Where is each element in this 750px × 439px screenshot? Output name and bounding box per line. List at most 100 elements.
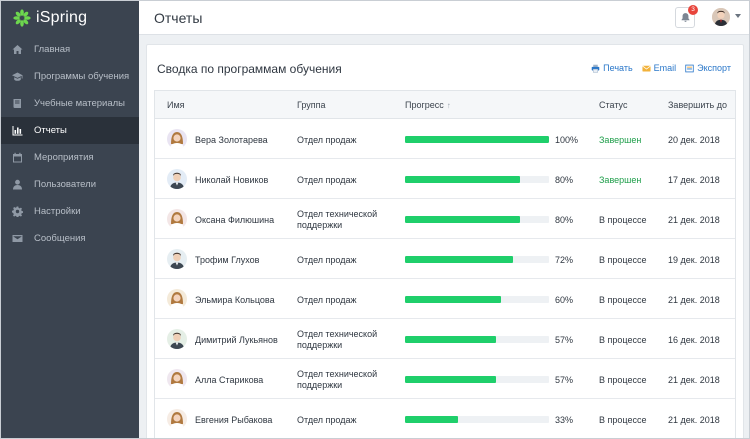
progress-bar bbox=[405, 216, 549, 223]
status-badge: В процессе bbox=[599, 255, 647, 265]
learner-name[interactable]: Эльмира Кольцова bbox=[195, 295, 275, 305]
graduation-cap-icon bbox=[12, 71, 23, 82]
sidebar-item-label: Настройки bbox=[34, 206, 81, 217]
page-title: Отчеты bbox=[154, 10, 203, 26]
sidebar-item-book[interactable]: Учебные материалы bbox=[1, 90, 139, 117]
gear-icon bbox=[12, 206, 23, 217]
progress-percent: 80% bbox=[555, 175, 574, 185]
sidebar: iSpring Главная Программы обучения Учебные… bbox=[1, 1, 139, 438]
progress-bar bbox=[405, 336, 549, 343]
table-row[interactable]: Димитрий Лукьянов Отдел технической подде… bbox=[155, 319, 735, 359]
table-row[interactable]: Николай Новиков Отдел продаж 80% Завершен 17… bbox=[155, 159, 735, 199]
sidebar-item-label: Отчеты bbox=[34, 125, 67, 136]
column-header-group[interactable]: Группа bbox=[297, 100, 326, 110]
table-row[interactable]: Алла Старикова Отдел технической поддержк… bbox=[155, 359, 735, 399]
progress-bar-fill bbox=[405, 256, 513, 263]
column-header-progress[interactable]: Прогресс ↑ bbox=[405, 100, 451, 110]
learner-name[interactable]: Евгения Рыбакова bbox=[195, 415, 273, 425]
report-card: Сводка по программам обучения Печать Ema… bbox=[146, 44, 744, 438]
report-title: Сводка по программам обучения bbox=[157, 62, 342, 76]
progress-percent: 60% bbox=[555, 295, 574, 305]
top-header: Отчеты 3 bbox=[139, 1, 749, 35]
due-date: 21 дек. 2018 bbox=[668, 415, 720, 425]
due-date: 17 дек. 2018 bbox=[668, 175, 720, 185]
avatar bbox=[167, 209, 187, 229]
sidebar-item-gear[interactable]: Настройки bbox=[1, 198, 139, 225]
progress-percent: 72% bbox=[555, 255, 574, 265]
bell-icon bbox=[681, 13, 689, 22]
progress-percent: 57% bbox=[555, 335, 574, 345]
calendar-icon bbox=[12, 152, 23, 163]
table-row[interactable]: Вера Золотарева Отдел продаж 100% Завершен 2… bbox=[155, 119, 735, 159]
column-header-status[interactable]: Статус bbox=[599, 100, 628, 110]
sidebar-item-home[interactable]: Главная bbox=[1, 36, 139, 63]
email-label: Email bbox=[653, 63, 677, 73]
avatar bbox=[167, 369, 187, 389]
avatar bbox=[167, 169, 187, 189]
ispring-logo-icon bbox=[13, 9, 31, 27]
due-date: 16 дек. 2018 bbox=[668, 335, 720, 345]
print-label: Печать bbox=[603, 63, 633, 73]
progress-percent: 100% bbox=[555, 135, 579, 145]
sidebar-item-label: Главная bbox=[34, 44, 71, 55]
column-header-name[interactable]: Имя bbox=[167, 100, 185, 110]
sort-ascending-icon: ↑ bbox=[446, 101, 451, 110]
user-icon bbox=[12, 179, 23, 190]
export-icon bbox=[685, 64, 694, 72]
due-date: 21 дек. 2018 bbox=[668, 295, 720, 305]
progress-bar-fill bbox=[405, 136, 549, 143]
learner-group: Отдел продаж bbox=[297, 415, 357, 425]
sidebar-item-envelope[interactable]: Сообщения bbox=[1, 225, 139, 252]
learner-name[interactable]: Вера Золотарева bbox=[195, 135, 268, 145]
due-date: 20 дек. 2018 bbox=[668, 135, 720, 145]
bar-chart-icon bbox=[12, 125, 23, 136]
table-row[interactable]: Евгения Рыбакова Отдел продаж 33% В процесс… bbox=[155, 399, 735, 438]
learner-group: Отдел технической поддержки bbox=[297, 209, 378, 230]
learner-name[interactable]: Трофим Глухов bbox=[195, 255, 260, 265]
user-avatar-image bbox=[712, 8, 730, 26]
learner-name[interactable]: Димитрий Лукьянов bbox=[195, 335, 278, 345]
email-button[interactable]: Email bbox=[642, 63, 677, 73]
progress-bar-fill bbox=[405, 216, 521, 223]
due-date: 21 дек. 2018 bbox=[668, 375, 720, 385]
avatar bbox=[167, 249, 187, 269]
sidebar-item-bar-chart[interactable]: Отчеты bbox=[1, 117, 139, 144]
sidebar-item-calendar[interactable]: Мероприятия bbox=[1, 144, 139, 171]
progress-bar-fill bbox=[405, 416, 459, 423]
progress-percent: 80% bbox=[555, 215, 574, 225]
sidebar-item-user[interactable]: Пользователи bbox=[1, 171, 139, 198]
progress-bar-fill bbox=[405, 296, 502, 303]
logo[interactable]: iSpring bbox=[1, 1, 139, 35]
print-button[interactable]: Печать bbox=[591, 63, 633, 73]
status-badge: В процессе bbox=[599, 375, 647, 385]
sidebar-item-label: Учебные материалы bbox=[34, 98, 125, 109]
table-row[interactable]: Эльмира Кольцова Отдел продаж 60% В процесс… bbox=[155, 279, 735, 319]
progress-bar bbox=[405, 296, 549, 303]
due-date: 21 дек. 2018 bbox=[668, 215, 720, 225]
progress-bar-fill bbox=[405, 176, 521, 183]
user-menu-chevron-down-icon[interactable] bbox=[735, 14, 741, 18]
column-header-due[interactable]: Завершить до bbox=[668, 100, 727, 110]
column-header-progress-label: Прогресс bbox=[405, 100, 444, 110]
progress-bar bbox=[405, 376, 549, 383]
progress-bar bbox=[405, 176, 549, 183]
notifications-button[interactable]: 3 bbox=[675, 5, 698, 28]
printer-icon bbox=[591, 64, 600, 73]
learner-name[interactable]: Николай Новиков bbox=[195, 175, 269, 185]
user-avatar[interactable] bbox=[712, 8, 730, 26]
home-icon bbox=[12, 44, 23, 55]
table-header: Имя Группа Прогресс ↑ Статус Завершить до bbox=[155, 91, 735, 119]
learner-name[interactable]: Алла Старикова bbox=[195, 375, 264, 385]
export-button[interactable]: Экспорт bbox=[685, 63, 731, 73]
status-badge: В процессе bbox=[599, 335, 647, 345]
export-label: Экспорт bbox=[697, 63, 731, 73]
sidebar-item-graduation-cap[interactable]: Программы обучения bbox=[1, 63, 139, 90]
sidebar-item-label: Мероприятия bbox=[34, 152, 94, 163]
table-row[interactable]: Оксана Филюшина Отдел технической поддерж… bbox=[155, 199, 735, 239]
progress-bar bbox=[405, 416, 549, 423]
learner-group: Отдел технической поддержки bbox=[297, 329, 378, 350]
learner-name[interactable]: Оксана Филюшина bbox=[195, 215, 275, 225]
table-row[interactable]: Трофим Глухов Отдел продаж 72% В процессе 19… bbox=[155, 239, 735, 279]
status-badge: Завершен bbox=[599, 135, 642, 145]
status-badge: В процессе bbox=[599, 215, 647, 225]
